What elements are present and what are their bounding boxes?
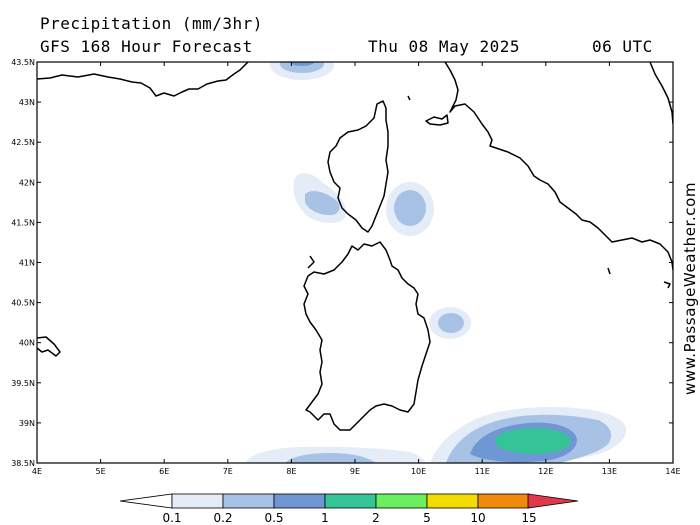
lat-tick-label: 43N xyxy=(19,98,35,107)
coastlines xyxy=(37,62,673,431)
map-frame xyxy=(36,61,674,464)
colorbar-label: 15 xyxy=(521,511,536,525)
lat-tick-label: 39N xyxy=(19,419,35,428)
lon-tick-label: 14E xyxy=(665,467,680,476)
africa-coastline xyxy=(37,336,61,357)
colorbar-label: 1 xyxy=(321,511,329,525)
precip-area-ligurian xyxy=(270,62,334,80)
lat-tick-label: 43.5N xyxy=(11,58,35,67)
sardinia-coastline xyxy=(303,241,431,431)
forecast-time: 06 UTC xyxy=(592,37,653,56)
lat-tick-label: 42N xyxy=(19,178,35,187)
colorbar-label: 2 xyxy=(372,511,380,525)
corsica-coastline xyxy=(327,100,389,233)
elba-island xyxy=(425,114,449,126)
colorbar-label: 10 xyxy=(470,511,485,525)
italy-coastline xyxy=(444,62,673,271)
lon-tick-label: 12E xyxy=(538,467,553,476)
precipitation-areas xyxy=(245,62,627,463)
colorbar-cell xyxy=(477,493,530,509)
italy-east-islet xyxy=(663,281,671,289)
colorbar-label: 5 xyxy=(423,511,431,525)
forecast-date: Thu 08 May 2025 xyxy=(368,37,520,56)
adriatic-coastline xyxy=(649,62,673,125)
precip-area-sardinia-east xyxy=(429,307,471,339)
latitude-axis: 43.5N 43N 42.5N 42N 41.5N 41N 40.5N 40N 39.5N 39N… xyxy=(11,58,673,468)
lon-tick-label: 13E xyxy=(602,467,617,476)
forecast-label: GFS 168 Hour Forecast xyxy=(40,37,253,56)
lat-tick-label: 38.5N xyxy=(11,459,35,468)
lon-tick-label: 9E xyxy=(350,467,360,476)
precip-area-corsica-west xyxy=(293,173,347,223)
colorbar-cell xyxy=(222,493,275,509)
colorbar-label: 0.1 xyxy=(162,511,181,525)
colorbar-label: 0.5 xyxy=(264,511,283,525)
lat-tick-label: 42.5N xyxy=(11,138,35,147)
lon-tick-label: 6E xyxy=(159,467,169,476)
chart-title: Precipitation (mm/3hr) xyxy=(40,14,263,33)
precip-area-south-east xyxy=(430,406,627,463)
lat-tick-label: 40N xyxy=(19,339,35,348)
lon-tick-label: 8E xyxy=(286,467,296,476)
lat-tick-label: 41N xyxy=(19,259,35,268)
lon-tick-label: 11E xyxy=(475,467,490,476)
lon-tick-label: 4E xyxy=(32,467,42,476)
lon-tick-label: 7E xyxy=(223,467,233,476)
lat-tick-label: 41.5N xyxy=(11,218,35,227)
small-island xyxy=(407,95,411,101)
lat-tick-label: 40.5N xyxy=(11,299,35,308)
colorbar-cell xyxy=(324,493,377,509)
colorbar-label: 0.2 xyxy=(213,511,232,525)
lon-tick-label: 10E xyxy=(411,467,426,476)
lat-tick-label: 39.5N xyxy=(11,379,35,388)
colorbar-cell xyxy=(273,493,326,509)
precip-area-south-band xyxy=(245,446,426,463)
colorbar-cell xyxy=(426,493,479,509)
colorbar-high-end xyxy=(527,493,579,509)
france-coastline xyxy=(37,62,249,97)
colorbar-cell xyxy=(171,493,224,509)
precip-area-corsica-east xyxy=(386,182,434,236)
brand-watermark: www.PassageWeather.com xyxy=(681,181,699,395)
italy-south-islet xyxy=(607,267,611,275)
lon-tick-label: 5E xyxy=(96,467,106,476)
longitude-axis: 4E 5E 6E 7E 8E 9E 10E 11E 12E 13E 14E xyxy=(32,62,681,476)
colorbar-low-end xyxy=(119,493,173,509)
colorbar: 0.1 0.2 0.5 1 2 5 10 15 xyxy=(119,493,579,525)
sardinia-north-islet xyxy=(307,255,315,269)
colorbar-cell xyxy=(375,493,428,509)
